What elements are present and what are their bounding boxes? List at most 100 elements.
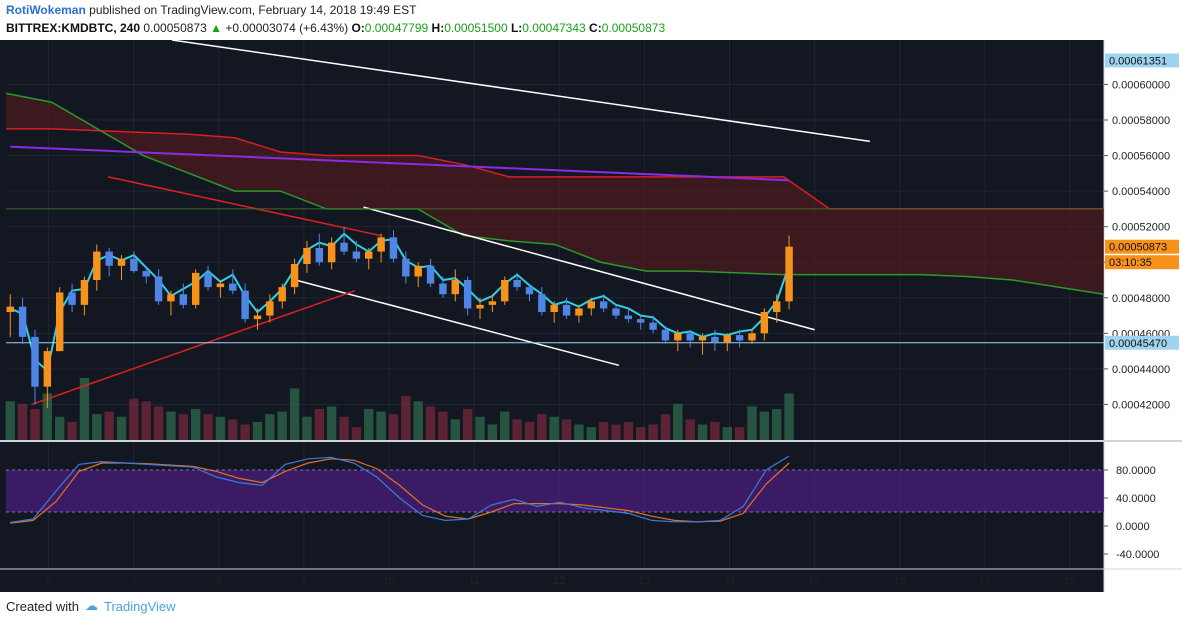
open-value: 0.00047799 bbox=[364, 21, 429, 35]
open-label: O: bbox=[351, 21, 365, 35]
candle-body bbox=[463, 280, 472, 309]
price-axis: 0.000420000.000440000.000460000.00048000… bbox=[1104, 53, 1179, 561]
candle-body bbox=[105, 251, 113, 266]
candle-body bbox=[772, 301, 781, 312]
tradingview-cloud-icon[interactable]: ☁ bbox=[84, 598, 98, 613]
volume-bar bbox=[636, 427, 646, 440]
time-axis: 6 7 8 9 10 11 12 13 14 15 16 17 18 bbox=[45, 575, 1076, 587]
volume-bar bbox=[376, 411, 386, 440]
volume-bar bbox=[487, 424, 498, 440]
chart-canvas[interactable]: 0.000420000.000440000.000460000.00048000… bbox=[0, 40, 1182, 592]
created-with-text: Created with bbox=[6, 598, 79, 614]
candle-body bbox=[216, 283, 225, 288]
candle-body bbox=[402, 258, 410, 277]
candle-body bbox=[31, 336, 39, 387]
time-tick-label: 9 bbox=[301, 575, 307, 587]
volume-bar bbox=[710, 421, 720, 440]
candle-body bbox=[167, 294, 175, 302]
candle-body bbox=[439, 283, 447, 295]
time-tick-label: 14 bbox=[723, 575, 735, 587]
volume-bar bbox=[30, 409, 40, 440]
candle-body bbox=[389, 237, 398, 259]
candle-body bbox=[179, 294, 188, 305]
stoch-tick-label: -40.0000 bbox=[1116, 549, 1159, 561]
volume-bar bbox=[302, 416, 312, 440]
candle-body bbox=[315, 248, 324, 263]
volume-bar bbox=[104, 411, 114, 440]
candles bbox=[6, 226, 793, 408]
volume-bar bbox=[190, 409, 201, 440]
volume-bar bbox=[401, 396, 411, 440]
candle-body bbox=[550, 304, 558, 312]
volume-bar bbox=[351, 427, 362, 440]
high-label: H: bbox=[431, 21, 445, 35]
volume-bar bbox=[413, 401, 423, 440]
close-label: C: bbox=[589, 21, 602, 35]
volume-bar bbox=[203, 414, 213, 440]
cloud-span-a bbox=[5, 92, 1105, 295]
candle-body bbox=[698, 336, 707, 341]
candle-body bbox=[130, 258, 138, 272]
candle-body bbox=[80, 280, 89, 305]
candle-body bbox=[599, 301, 608, 309]
footer: Created with ☁ TradingView bbox=[6, 598, 176, 614]
candle-body bbox=[612, 308, 620, 316]
price-tick-label: 0.00054000 bbox=[1112, 186, 1170, 198]
channel-top-line bbox=[363, 206, 815, 331]
low-label: L: bbox=[510, 21, 523, 35]
time-tick-label: 7 bbox=[131, 575, 137, 587]
stochastic-pane bbox=[6, 455, 1104, 524]
candle-body bbox=[191, 272, 200, 305]
candle-body bbox=[562, 304, 571, 316]
candle-body bbox=[686, 333, 694, 341]
volume-bar bbox=[611, 424, 621, 440]
candle-body bbox=[637, 319, 645, 323]
candle-body bbox=[624, 315, 633, 320]
candle-body bbox=[476, 304, 484, 309]
symbol-line: BITTREX:KMDBTC, 240 0.00050873 ▲ +0.0000… bbox=[6, 21, 665, 35]
publish-info: published on TradingView.com, February 1… bbox=[89, 3, 417, 17]
symbol-interval[interactable]: BITTREX:KMDBTC, 240 bbox=[6, 21, 141, 35]
volume-bar bbox=[697, 424, 708, 440]
price-tick-label: 0.00042000 bbox=[1112, 399, 1170, 411]
candle-body bbox=[575, 308, 583, 316]
time-tick-label: 13 bbox=[638, 575, 650, 587]
volume-bar bbox=[500, 411, 510, 440]
volume-bar bbox=[79, 378, 90, 440]
tradingview-brand-link[interactable]: TradingView bbox=[103, 598, 176, 614]
stoch-tick-label: 40.0000 bbox=[1116, 493, 1156, 505]
candle-body bbox=[303, 248, 311, 264]
volume-bar bbox=[42, 393, 53, 440]
volume-bar bbox=[574, 424, 584, 440]
price-change: +0.00003074 (+6.43%) bbox=[225, 21, 349, 35]
support-line bbox=[31, 289, 356, 406]
volume-bar bbox=[277, 411, 287, 440]
volume-bar bbox=[537, 414, 547, 440]
stoch-k-line bbox=[10, 455, 790, 524]
channel-bottom-line bbox=[295, 279, 620, 367]
volume-bar bbox=[475, 416, 485, 440]
stoch-tick-label: 80.0000 bbox=[1116, 465, 1156, 477]
price-tick-label: 0.00048000 bbox=[1112, 293, 1170, 305]
price-tick-label: 0.00058000 bbox=[1112, 115, 1170, 127]
kijun-line bbox=[10, 145, 790, 182]
volume-bar bbox=[289, 388, 300, 440]
candle-body bbox=[229, 283, 237, 291]
candle-body bbox=[241, 290, 249, 320]
volume-bar bbox=[524, 421, 535, 440]
candle-body bbox=[6, 306, 14, 312]
candle-body bbox=[290, 264, 299, 288]
volume-bar bbox=[512, 419, 522, 440]
low-value: 0.00047343 bbox=[522, 21, 586, 35]
author-name[interactable]: RotiWokeman bbox=[6, 3, 86, 17]
close-value: 0.00050873 bbox=[601, 21, 666, 35]
time-tick-label: 8 bbox=[216, 575, 222, 587]
volume-bar bbox=[141, 401, 151, 440]
up-triangle-icon: ▲ bbox=[210, 21, 222, 35]
volume-bar bbox=[648, 424, 658, 440]
price-badge bbox=[1105, 53, 1179, 68]
volume-bar bbox=[623, 421, 634, 440]
candle-body bbox=[711, 336, 719, 343]
candle-body bbox=[587, 301, 595, 309]
price-scale-background bbox=[1104, 40, 1182, 592]
